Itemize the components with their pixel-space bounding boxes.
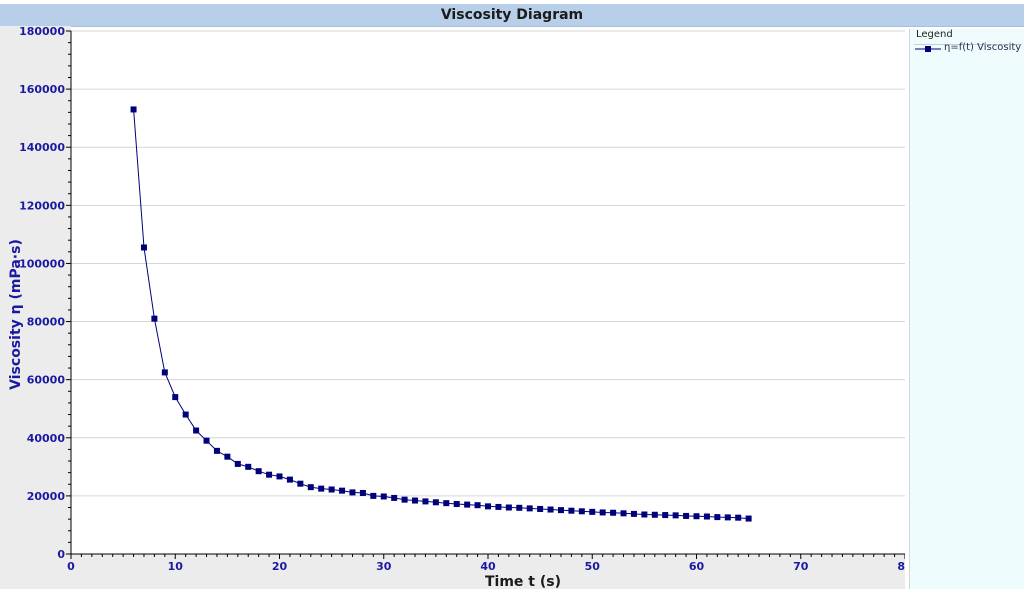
data-point bbox=[537, 505, 544, 512]
data-point bbox=[432, 499, 439, 506]
data-point bbox=[245, 463, 252, 470]
data-point bbox=[526, 505, 533, 512]
data-point bbox=[735, 514, 742, 521]
data-point bbox=[172, 394, 179, 401]
y-tick-label: 120000 bbox=[19, 199, 65, 212]
data-point bbox=[412, 497, 419, 504]
plot-area bbox=[71, 31, 905, 554]
data-point bbox=[683, 512, 690, 519]
y-tick-label: 100000 bbox=[19, 257, 65, 270]
data-point bbox=[578, 508, 585, 515]
data-point bbox=[297, 480, 304, 487]
data-point bbox=[662, 512, 669, 519]
data-point bbox=[193, 427, 200, 434]
data-point bbox=[557, 507, 564, 514]
data-point bbox=[380, 493, 387, 500]
x-tick-label: 20 bbox=[272, 560, 288, 573]
data-point bbox=[213, 447, 220, 454]
y-tick-label: 140000 bbox=[19, 141, 65, 154]
x-tick-label: 40 bbox=[480, 560, 496, 573]
data-point bbox=[234, 460, 241, 467]
chart-title-bar: Viscosity Diagram bbox=[0, 4, 1024, 27]
data-point bbox=[745, 515, 752, 522]
data-point bbox=[599, 509, 606, 516]
data-point bbox=[693, 513, 700, 520]
data-point bbox=[286, 476, 293, 483]
data-point bbox=[485, 503, 491, 510]
data-point bbox=[359, 489, 366, 496]
data-point bbox=[255, 468, 262, 475]
y-axis-label: Viscosity η (mPa·s) bbox=[8, 239, 24, 390]
data-point bbox=[474, 502, 481, 509]
bottom-margin bbox=[0, 554, 905, 589]
data-point bbox=[161, 369, 168, 376]
data-point bbox=[453, 501, 460, 508]
y-tick-label: 0 bbox=[57, 548, 65, 561]
data-point bbox=[203, 437, 210, 444]
data-point bbox=[339, 487, 346, 494]
data-point bbox=[422, 498, 429, 505]
data-point bbox=[318, 485, 325, 492]
data-point bbox=[307, 484, 314, 491]
data-point bbox=[610, 509, 617, 516]
legend-swatch-icon bbox=[915, 46, 941, 52]
y-tick-label: 40000 bbox=[27, 432, 66, 445]
y-tick-label: 60000 bbox=[27, 374, 66, 387]
legend-panel: Legend η=f(t) Viscosity bbox=[909, 29, 1024, 589]
data-point bbox=[276, 473, 283, 480]
x-tick-label: 0 bbox=[67, 560, 75, 573]
data-point bbox=[151, 315, 158, 322]
data-point bbox=[620, 510, 627, 517]
legend-divider bbox=[914, 44, 1022, 45]
data-point bbox=[651, 511, 658, 518]
data-point bbox=[568, 507, 575, 514]
data-point bbox=[547, 506, 554, 513]
data-point bbox=[630, 510, 637, 517]
y-tick-label: 80000 bbox=[27, 316, 66, 329]
left-margin bbox=[0, 26, 71, 589]
data-point bbox=[703, 513, 710, 520]
data-point bbox=[724, 514, 731, 521]
data-point bbox=[401, 496, 408, 503]
legend-item-label: η=f(t) Viscosity bbox=[944, 42, 1022, 53]
x-axis-label: Time t (s) bbox=[485, 574, 561, 589]
data-point bbox=[505, 504, 512, 511]
y-tick-label: 160000 bbox=[19, 83, 65, 96]
data-point bbox=[370, 492, 377, 499]
data-point bbox=[130, 106, 137, 113]
data-point bbox=[672, 512, 679, 519]
data-point bbox=[182, 411, 189, 418]
chart-title: Viscosity Diagram bbox=[440, 7, 584, 23]
x-tick-label: 60 bbox=[689, 560, 705, 573]
x-tick-label: 80 bbox=[897, 560, 905, 573]
legend-item-viscosity[interactable]: η=f(t) Viscosity bbox=[914, 42, 1024, 56]
legend-title: Legend bbox=[916, 29, 953, 40]
data-point bbox=[391, 494, 398, 501]
data-point bbox=[495, 503, 502, 510]
viscosity-chart: 0 20000 40000 60000 80000 100000 120000 140000 1… bbox=[0, 26, 905, 589]
x-tick-label: 70 bbox=[793, 560, 809, 573]
data-point bbox=[328, 486, 335, 493]
data-point bbox=[266, 471, 273, 478]
data-point bbox=[516, 504, 523, 511]
x-tick-label: 30 bbox=[376, 560, 392, 573]
data-point bbox=[641, 511, 648, 518]
data-point bbox=[224, 453, 231, 460]
data-point bbox=[140, 244, 147, 251]
x-tick-label: 50 bbox=[585, 560, 601, 573]
x-tick-label: 10 bbox=[168, 560, 184, 573]
data-point bbox=[464, 501, 471, 508]
y-tick-label: 180000 bbox=[19, 26, 65, 38]
data-point bbox=[349, 489, 356, 496]
data-point bbox=[714, 514, 721, 521]
data-point bbox=[443, 500, 450, 507]
y-tick-label: 20000 bbox=[27, 490, 66, 503]
data-point bbox=[589, 508, 596, 515]
